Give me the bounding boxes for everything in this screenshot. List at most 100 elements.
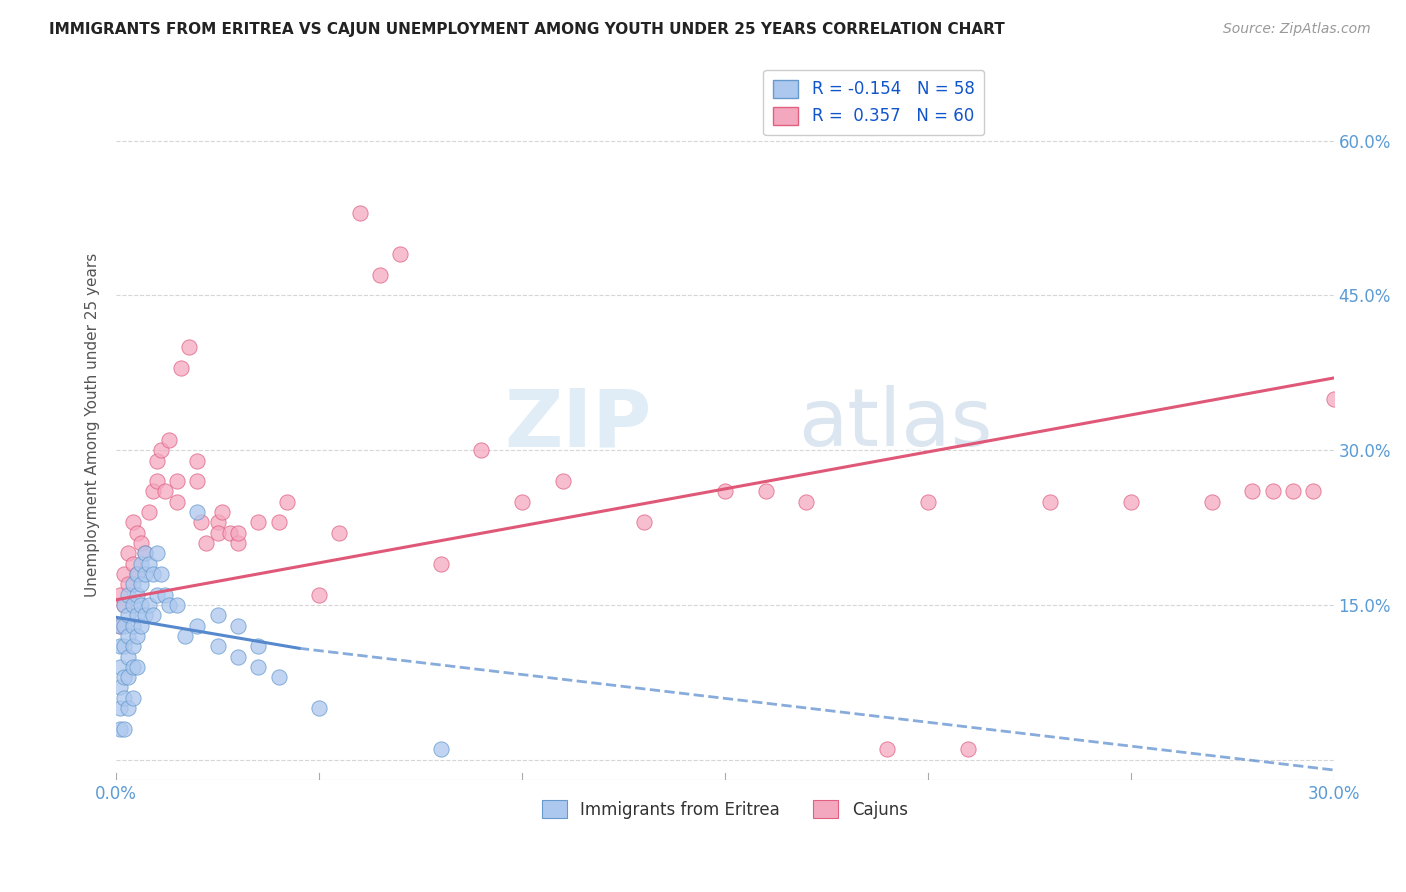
Point [368, 268, 391, 282]
Point [247, 516, 270, 530]
Point [190, 516, 212, 530]
Point [138, 505, 160, 519]
Point [134, 566, 156, 581]
Point [112, 690, 135, 705]
Point [267, 670, 290, 684]
Point [146, 546, 169, 560]
Point [146, 453, 169, 467]
Point [551, 474, 574, 488]
Point [917, 495, 939, 509]
Text: ZIP: ZIP [505, 385, 652, 464]
Point [117, 588, 139, 602]
Point [430, 557, 453, 571]
Point [247, 660, 270, 674]
Point [117, 546, 139, 560]
Point [211, 505, 233, 519]
Point [110, 618, 132, 632]
Point [129, 618, 152, 632]
Point [186, 453, 208, 467]
Point [470, 443, 492, 458]
Point [1241, 484, 1264, 499]
Point [121, 690, 143, 705]
Point [125, 660, 148, 674]
Point [308, 701, 330, 715]
Point [112, 670, 135, 684]
Point [207, 516, 229, 530]
Point [349, 206, 371, 220]
Point [117, 608, 139, 623]
Point [146, 588, 169, 602]
Point [142, 484, 165, 499]
Point [134, 546, 156, 560]
Point [110, 701, 132, 715]
Point [157, 598, 180, 612]
Point [129, 536, 152, 550]
Point [129, 577, 152, 591]
Point [153, 588, 176, 602]
Point [186, 474, 208, 488]
Point [510, 495, 533, 509]
Point [153, 484, 176, 499]
Point [125, 566, 148, 581]
Point [146, 474, 169, 488]
Point [110, 681, 132, 695]
Point [276, 495, 298, 509]
Point [121, 516, 143, 530]
Point [714, 484, 737, 499]
Point [1302, 484, 1324, 499]
Point [117, 701, 139, 715]
Point [110, 588, 132, 602]
Point [174, 629, 197, 643]
Point [267, 516, 290, 530]
Point [112, 639, 135, 653]
Point [134, 546, 156, 560]
Point [1323, 392, 1346, 406]
Point [226, 536, 249, 550]
Point [112, 618, 135, 632]
Point [125, 629, 148, 643]
Point [121, 639, 143, 653]
Point [179, 340, 201, 354]
Point [110, 660, 132, 674]
Point [226, 649, 249, 664]
Point [112, 722, 135, 736]
Point [328, 525, 350, 540]
Point [125, 525, 148, 540]
Point [110, 639, 132, 653]
Point [226, 618, 249, 632]
Point [633, 516, 655, 530]
Point [149, 566, 172, 581]
Point [149, 443, 172, 458]
Point [1201, 495, 1223, 509]
Point [247, 639, 270, 653]
Point [794, 495, 817, 509]
Point [207, 639, 229, 653]
Point [121, 598, 143, 612]
Point [125, 608, 148, 623]
Point [207, 608, 229, 623]
Point [1282, 484, 1305, 499]
Text: IMMIGRANTS FROM ERITREA VS CAJUN UNEMPLOYMENT AMONG YOUTH UNDER 25 YEARS CORRELA: IMMIGRANTS FROM ERITREA VS CAJUN UNEMPLO… [49, 22, 1005, 37]
Point [117, 577, 139, 591]
Text: Source: ZipAtlas.com: Source: ZipAtlas.com [1223, 22, 1371, 37]
Point [112, 598, 135, 612]
Point [957, 742, 980, 756]
Point [1119, 495, 1142, 509]
Point [138, 598, 160, 612]
Point [207, 525, 229, 540]
Point [117, 649, 139, 664]
Point [121, 618, 143, 632]
Point [142, 608, 165, 623]
Point [121, 577, 143, 591]
Point [389, 247, 412, 261]
Point [121, 557, 143, 571]
Point [110, 722, 132, 736]
Point [112, 566, 135, 581]
Point [138, 557, 160, 571]
Point [166, 474, 188, 488]
Point [110, 618, 132, 632]
Point [157, 433, 180, 447]
Point [430, 742, 453, 756]
Point [226, 525, 249, 540]
Point [186, 618, 208, 632]
